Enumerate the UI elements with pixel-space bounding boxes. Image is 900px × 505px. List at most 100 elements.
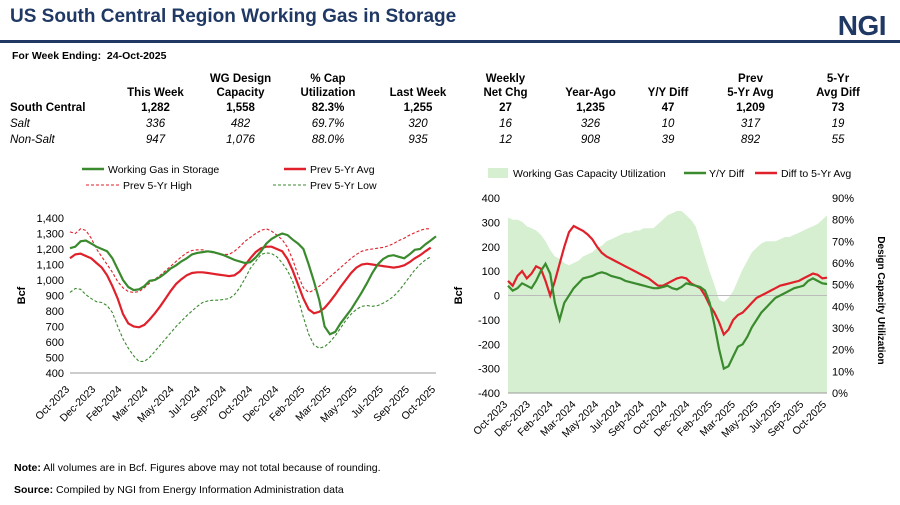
- table-cell: 947: [145, 134, 166, 146]
- source-line: Source: Compiled by NGI from Energy Info…: [14, 484, 344, 496]
- y2-tick-label: 40%: [832, 301, 854, 313]
- y-tick-label: 900: [46, 291, 64, 303]
- table-cell: 69.7%: [311, 118, 345, 130]
- y2-tick-label: 80%: [832, 215, 854, 227]
- week-ending-label: For Week Ending:: [12, 50, 102, 62]
- y-tick-label: 200: [482, 242, 500, 254]
- table-cell: 336: [145, 118, 166, 130]
- table-cell: 326: [580, 118, 601, 130]
- table-cell: 908: [580, 134, 601, 146]
- y-tick-label: 500: [46, 353, 64, 365]
- y-tick-label: -100: [478, 315, 500, 327]
- table-cell: 82.3%: [311, 102, 345, 114]
- table-cell: 55: [831, 134, 845, 146]
- differences-chart: Working Gas Capacity Utilization Y/Y Diff…: [453, 168, 886, 440]
- table-header: [8, 72, 113, 100]
- table-header: Y/Y Diff: [647, 87, 689, 99]
- legend-label: Y/Y Diff: [709, 168, 744, 180]
- y-tick-label: -300: [478, 364, 500, 376]
- utilization-area: [508, 211, 827, 393]
- y2-tick-label: 0%: [832, 388, 848, 400]
- legend-label: Prev 5-Yr Avg: [310, 164, 375, 176]
- table-header: Prev 5-Yr Avg: [727, 73, 774, 99]
- y-tick-label: 0: [494, 291, 500, 303]
- y-axis-label: Bcf: [453, 286, 465, 304]
- table-cell: 73: [831, 102, 845, 114]
- table-cell: 1,235: [576, 102, 605, 114]
- y2-axis-label: Design Capacity Utilization: [875, 236, 886, 364]
- y2-tick-label: 70%: [832, 236, 854, 248]
- ngi-logo: NGI: [837, 10, 887, 41]
- storage-line-chart: Working Gas in Storage Prev 5-Yr Avg Prev …: [16, 164, 438, 425]
- table-cell: 47: [661, 102, 675, 114]
- y-tick-label: 1,100: [36, 260, 64, 272]
- y-tick-label: 400: [46, 368, 64, 380]
- table-cell: South Central: [10, 102, 86, 114]
- table-header: Weekly Net Chg: [483, 73, 528, 99]
- week-ending: For Week Ending: 24-Oct-2025: [12, 50, 166, 62]
- table-cell: 1,558: [226, 102, 255, 114]
- table-row: Non-Salt 947 1,076 88.0% 935 12 908 39 8…: [8, 132, 878, 148]
- y-tick-label: 700: [46, 322, 64, 334]
- table-cell: 1,282: [141, 102, 170, 114]
- y2-tick-label: 10%: [832, 366, 854, 378]
- legend-label: Working Gas Capacity Utilization: [513, 168, 666, 180]
- y-tick-label: -400: [478, 388, 500, 400]
- table-header: 5-Yr Avg Diff: [816, 73, 860, 99]
- table-header: This Week: [127, 87, 184, 99]
- table-cell: 19: [831, 118, 845, 130]
- table-cell: 1,076: [226, 134, 255, 146]
- y-tick-label: 800: [46, 306, 64, 318]
- table-cell: 317: [740, 118, 761, 130]
- table-cell: 935: [408, 134, 428, 146]
- y-tick-label: -200: [478, 339, 500, 351]
- y2-tick-label: 50%: [832, 280, 854, 292]
- table-cell: 39: [661, 134, 675, 146]
- y-tick-label: 400: [482, 193, 500, 205]
- table-row: South Central 1,282 1,558 82.3% 1,255 27…: [8, 100, 878, 116]
- table-cell: Salt: [10, 118, 30, 130]
- y-tick-label: 600: [46, 337, 64, 349]
- footnote-text: All volumes are in Bcf. Figures above ma…: [43, 462, 381, 474]
- table-header: Last Week: [389, 87, 447, 99]
- week-ending-date: 24-Oct-2025: [106, 50, 167, 62]
- legend-swatch: [488, 168, 508, 178]
- legend-label: Prev 5-Yr High: [123, 180, 192, 192]
- page-title: US South Central Region Working Gas in S…: [10, 6, 457, 27]
- y2-tick-label: 30%: [832, 323, 854, 335]
- table-cell: 12: [499, 134, 512, 146]
- legend-label: Working Gas in Storage: [108, 164, 219, 176]
- y-tick-label: 1,200: [36, 244, 64, 256]
- y-tick-label: 300: [482, 217, 500, 229]
- table-row: Salt 336 482 69.7% 320 16 326 10 317 19: [8, 116, 878, 132]
- table-cell: 27: [499, 102, 512, 114]
- y2-tick-label: 60%: [832, 258, 854, 270]
- source-text: Compiled by NGI from Energy Information …: [56, 484, 344, 496]
- table-cell: 1,255: [403, 102, 433, 114]
- legend-label: Prev 5-Yr Low: [310, 180, 377, 192]
- y-axis-label: Bcf: [16, 286, 28, 304]
- y-tick-label: 1,400: [36, 213, 64, 225]
- table-cell: 88.0%: [311, 134, 345, 146]
- y2-tick-label: 90%: [832, 193, 854, 205]
- legend-label: Diff to 5-Yr Avg: [781, 168, 851, 180]
- series-line: [69, 232, 437, 336]
- table-header-row: This Week WG Design Capacity % Cap Utiliza…: [8, 72, 878, 100]
- y-tick-label: 1,000: [36, 275, 64, 287]
- y2-tick-label: 20%: [832, 345, 854, 357]
- table-header: WG Design Capacity: [209, 73, 272, 99]
- table-header: % Cap Utilization: [300, 73, 356, 99]
- table-cell: 16: [499, 118, 512, 130]
- table-header: Year-Ago: [565, 87, 616, 99]
- storage-summary-table: This Week WG Design Capacity % Cap Utiliza…: [8, 72, 878, 148]
- series-line: [69, 252, 431, 362]
- table-cell: Non-Salt: [10, 134, 55, 146]
- title-divider: [0, 40, 900, 43]
- table-cell: 482: [230, 118, 251, 130]
- footnote: Note: All volumes are in Bcf. Figures ab…: [14, 462, 381, 474]
- y-tick-label: 100: [482, 266, 500, 278]
- series-line: [507, 261, 828, 371]
- table-cell: 892: [740, 134, 761, 146]
- y-tick-label: 1,300: [36, 229, 64, 241]
- series-line: [69, 228, 431, 294]
